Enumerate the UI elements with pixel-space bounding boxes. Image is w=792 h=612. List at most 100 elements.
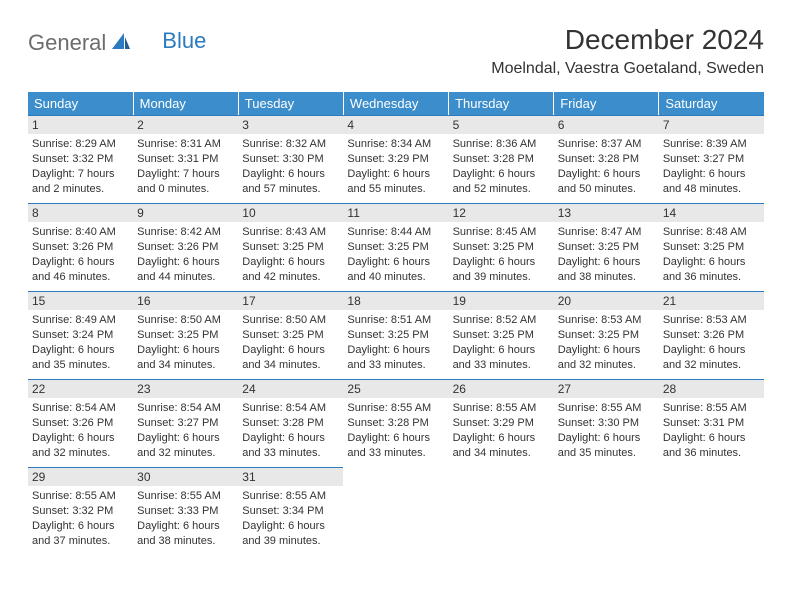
daylight-text: Daylight: 6 hours and 38 minutes. [558,255,655,285]
day-info: Sunrise: 8:52 AMSunset: 3:25 PMDaylight:… [449,310,554,372]
sunset-text: Sunset: 3:27 PM [137,416,234,431]
day-number: 5 [449,115,554,134]
day-number: 21 [659,291,764,310]
day-info: Sunrise: 8:37 AMSunset: 3:28 PMDaylight:… [554,134,659,196]
daylight-text: Daylight: 6 hours and 32 minutes. [32,431,129,461]
calendar-week-row: 15Sunrise: 8:49 AMSunset: 3:24 PMDayligh… [28,291,764,379]
sunrise-text: Sunrise: 8:40 AM [32,225,129,240]
sunset-text: Sunset: 3:24 PM [32,328,129,343]
day-info: Sunrise: 8:55 AMSunset: 3:33 PMDaylight:… [133,486,238,548]
calendar-day-cell: 1Sunrise: 8:29 AMSunset: 3:32 PMDaylight… [28,115,133,203]
sunset-text: Sunset: 3:31 PM [663,416,760,431]
calendar-day-cell: 9Sunrise: 8:42 AMSunset: 3:26 PMDaylight… [133,203,238,291]
weekday-header: Monday [133,92,238,115]
day-info: Sunrise: 8:40 AMSunset: 3:26 PMDaylight:… [28,222,133,284]
weekday-header: Friday [554,92,659,115]
calendar-day-cell: 27Sunrise: 8:55 AMSunset: 3:30 PMDayligh… [554,379,659,467]
calendar-day-cell [343,467,448,555]
daylight-text: Daylight: 6 hours and 36 minutes. [663,431,760,461]
sunrise-text: Sunrise: 8:53 AM [663,313,760,328]
weekday-header: Thursday [449,92,554,115]
calendar-head: SundayMondayTuesdayWednesdayThursdayFrid… [28,92,764,115]
sunrise-text: Sunrise: 8:29 AM [32,137,129,152]
sunset-text: Sunset: 3:29 PM [347,152,444,167]
day-info: Sunrise: 8:34 AMSunset: 3:29 PMDaylight:… [343,134,448,196]
calendar-day-cell: 26Sunrise: 8:55 AMSunset: 3:29 PMDayligh… [449,379,554,467]
sunset-text: Sunset: 3:33 PM [137,504,234,519]
calendar-day-cell [659,467,764,555]
day-number: 13 [554,203,659,222]
calendar-day-cell: 17Sunrise: 8:50 AMSunset: 3:25 PMDayligh… [238,291,343,379]
day-info: Sunrise: 8:29 AMSunset: 3:32 PMDaylight:… [28,134,133,196]
sunset-text: Sunset: 3:26 PM [137,240,234,255]
day-info: Sunrise: 8:42 AMSunset: 3:26 PMDaylight:… [133,222,238,284]
calendar-day-cell: 31 Sunrise: 8:55 AMSunset: 3:34 PMDayligh… [238,467,343,555]
calendar-day-cell: 15Sunrise: 8:49 AMSunset: 3:24 PMDayligh… [28,291,133,379]
daylight-text: Daylight: 6 hours and 57 minutes. [242,167,339,197]
daylight-text: Daylight: 6 hours and 42 minutes. [242,255,339,285]
calendar-day-cell: 22Sunrise: 8:54 AMSunset: 3:26 PMDayligh… [28,379,133,467]
calendar-day-cell: 7Sunrise: 8:39 AMSunset: 3:27 PMDaylight… [659,115,764,203]
day-number: 24 [238,379,343,398]
calendar-day-cell [554,467,659,555]
header: General Blue December 2024 Moelndal, Vae… [28,24,764,78]
day-number: 23 [133,379,238,398]
sunrise-text: Sunrise: 8:55 AM [663,401,760,416]
daylight-text: Daylight: 6 hours and 52 minutes. [453,167,550,197]
sunrise-text: Sunrise: 8:32 AM [242,137,339,152]
daylight-text: Daylight: 6 hours and 34 minutes. [242,343,339,373]
day-number: 1 [28,115,133,134]
day-info: Sunrise: 8:48 AMSunset: 3:25 PMDaylight:… [659,222,764,284]
sunrise-text: Sunrise: 8:51 AM [347,313,444,328]
day-info: Sunrise: 8:55 AMSunset: 3:32 PMDaylight:… [28,486,133,548]
calendar-day-cell: 19Sunrise: 8:52 AMSunset: 3:25 PMDayligh… [449,291,554,379]
daylight-text: Daylight: 6 hours and 35 minutes. [32,343,129,373]
sunrise-text: Sunrise: 8:42 AM [137,225,234,240]
sunset-text: Sunset: 3:30 PM [242,152,339,167]
calendar-day-cell: 20Sunrise: 8:53 AMSunset: 3:25 PMDayligh… [554,291,659,379]
sunrise-text: Sunrise: 8:52 AM [453,313,550,328]
calendar-day-cell: 21Sunrise: 8:53 AMSunset: 3:26 PMDayligh… [659,291,764,379]
day-info: Sunrise: 8:32 AMSunset: 3:30 PMDaylight:… [238,134,343,196]
day-info: Sunrise: 8:44 AMSunset: 3:25 PMDaylight:… [343,222,448,284]
day-number: 14 [659,203,764,222]
sunset-text: Sunset: 3:25 PM [663,240,760,255]
sunset-text: Sunset: 3:32 PM [32,152,129,167]
day-number: 26 [449,379,554,398]
calendar-day-cell: 12Sunrise: 8:45 AMSunset: 3:25 PMDayligh… [449,203,554,291]
calendar-body: 1Sunrise: 8:29 AMSunset: 3:32 PMDaylight… [28,115,764,555]
sunset-text: Sunset: 3:25 PM [558,328,655,343]
weekday-header: Sunday [28,92,133,115]
weekday-header: Saturday [659,92,764,115]
calendar-day-cell: 25Sunrise: 8:55 AMSunset: 3:28 PMDayligh… [343,379,448,467]
sunset-text: Sunset: 3:25 PM [137,328,234,343]
day-info: Sunrise: 8:43 AMSunset: 3:25 PMDaylight:… [238,222,343,284]
daylight-text: Daylight: 6 hours and 36 minutes. [663,255,760,285]
sunrise-text: Sunrise: 8:55 AM [453,401,550,416]
sunrise-text: Sunrise: 8:55 AM [242,489,339,504]
weekday-header: Wednesday [343,92,448,115]
sunset-text: Sunset: 3:34 PM [242,504,339,519]
day-number: 19 [449,291,554,310]
daylight-text: Daylight: 6 hours and 32 minutes. [137,431,234,461]
daylight-text: Daylight: 6 hours and 39 minutes. [242,519,339,549]
sunrise-text: Sunrise: 8:37 AM [558,137,655,152]
calendar-day-cell: 18Sunrise: 8:51 AMSunset: 3:25 PMDayligh… [343,291,448,379]
calendar-week-row: 1Sunrise: 8:29 AMSunset: 3:32 PMDaylight… [28,115,764,203]
day-number: 29 [28,467,133,486]
sunrise-text: Sunrise: 8:47 AM [558,225,655,240]
sunrise-text: Sunrise: 8:36 AM [453,137,550,152]
day-info: Sunrise: 8:47 AMSunset: 3:25 PMDaylight:… [554,222,659,284]
day-number: 27 [554,379,659,398]
calendar-week-row: 29Sunrise: 8:55 AMSunset: 3:32 PMDayligh… [28,467,764,555]
sunrise-text: Sunrise: 8:55 AM [32,489,129,504]
daylight-text: Daylight: 6 hours and 46 minutes. [32,255,129,285]
sunset-text: Sunset: 3:25 PM [453,328,550,343]
daylight-text: Daylight: 6 hours and 39 minutes. [453,255,550,285]
sunrise-text: Sunrise: 8:31 AM [137,137,234,152]
daylight-text: Daylight: 7 hours and 0 minutes. [137,167,234,197]
sunrise-text: Sunrise: 8:50 AM [137,313,234,328]
day-number: 31 [238,467,343,486]
day-number: 28 [659,379,764,398]
sunset-text: Sunset: 3:27 PM [663,152,760,167]
